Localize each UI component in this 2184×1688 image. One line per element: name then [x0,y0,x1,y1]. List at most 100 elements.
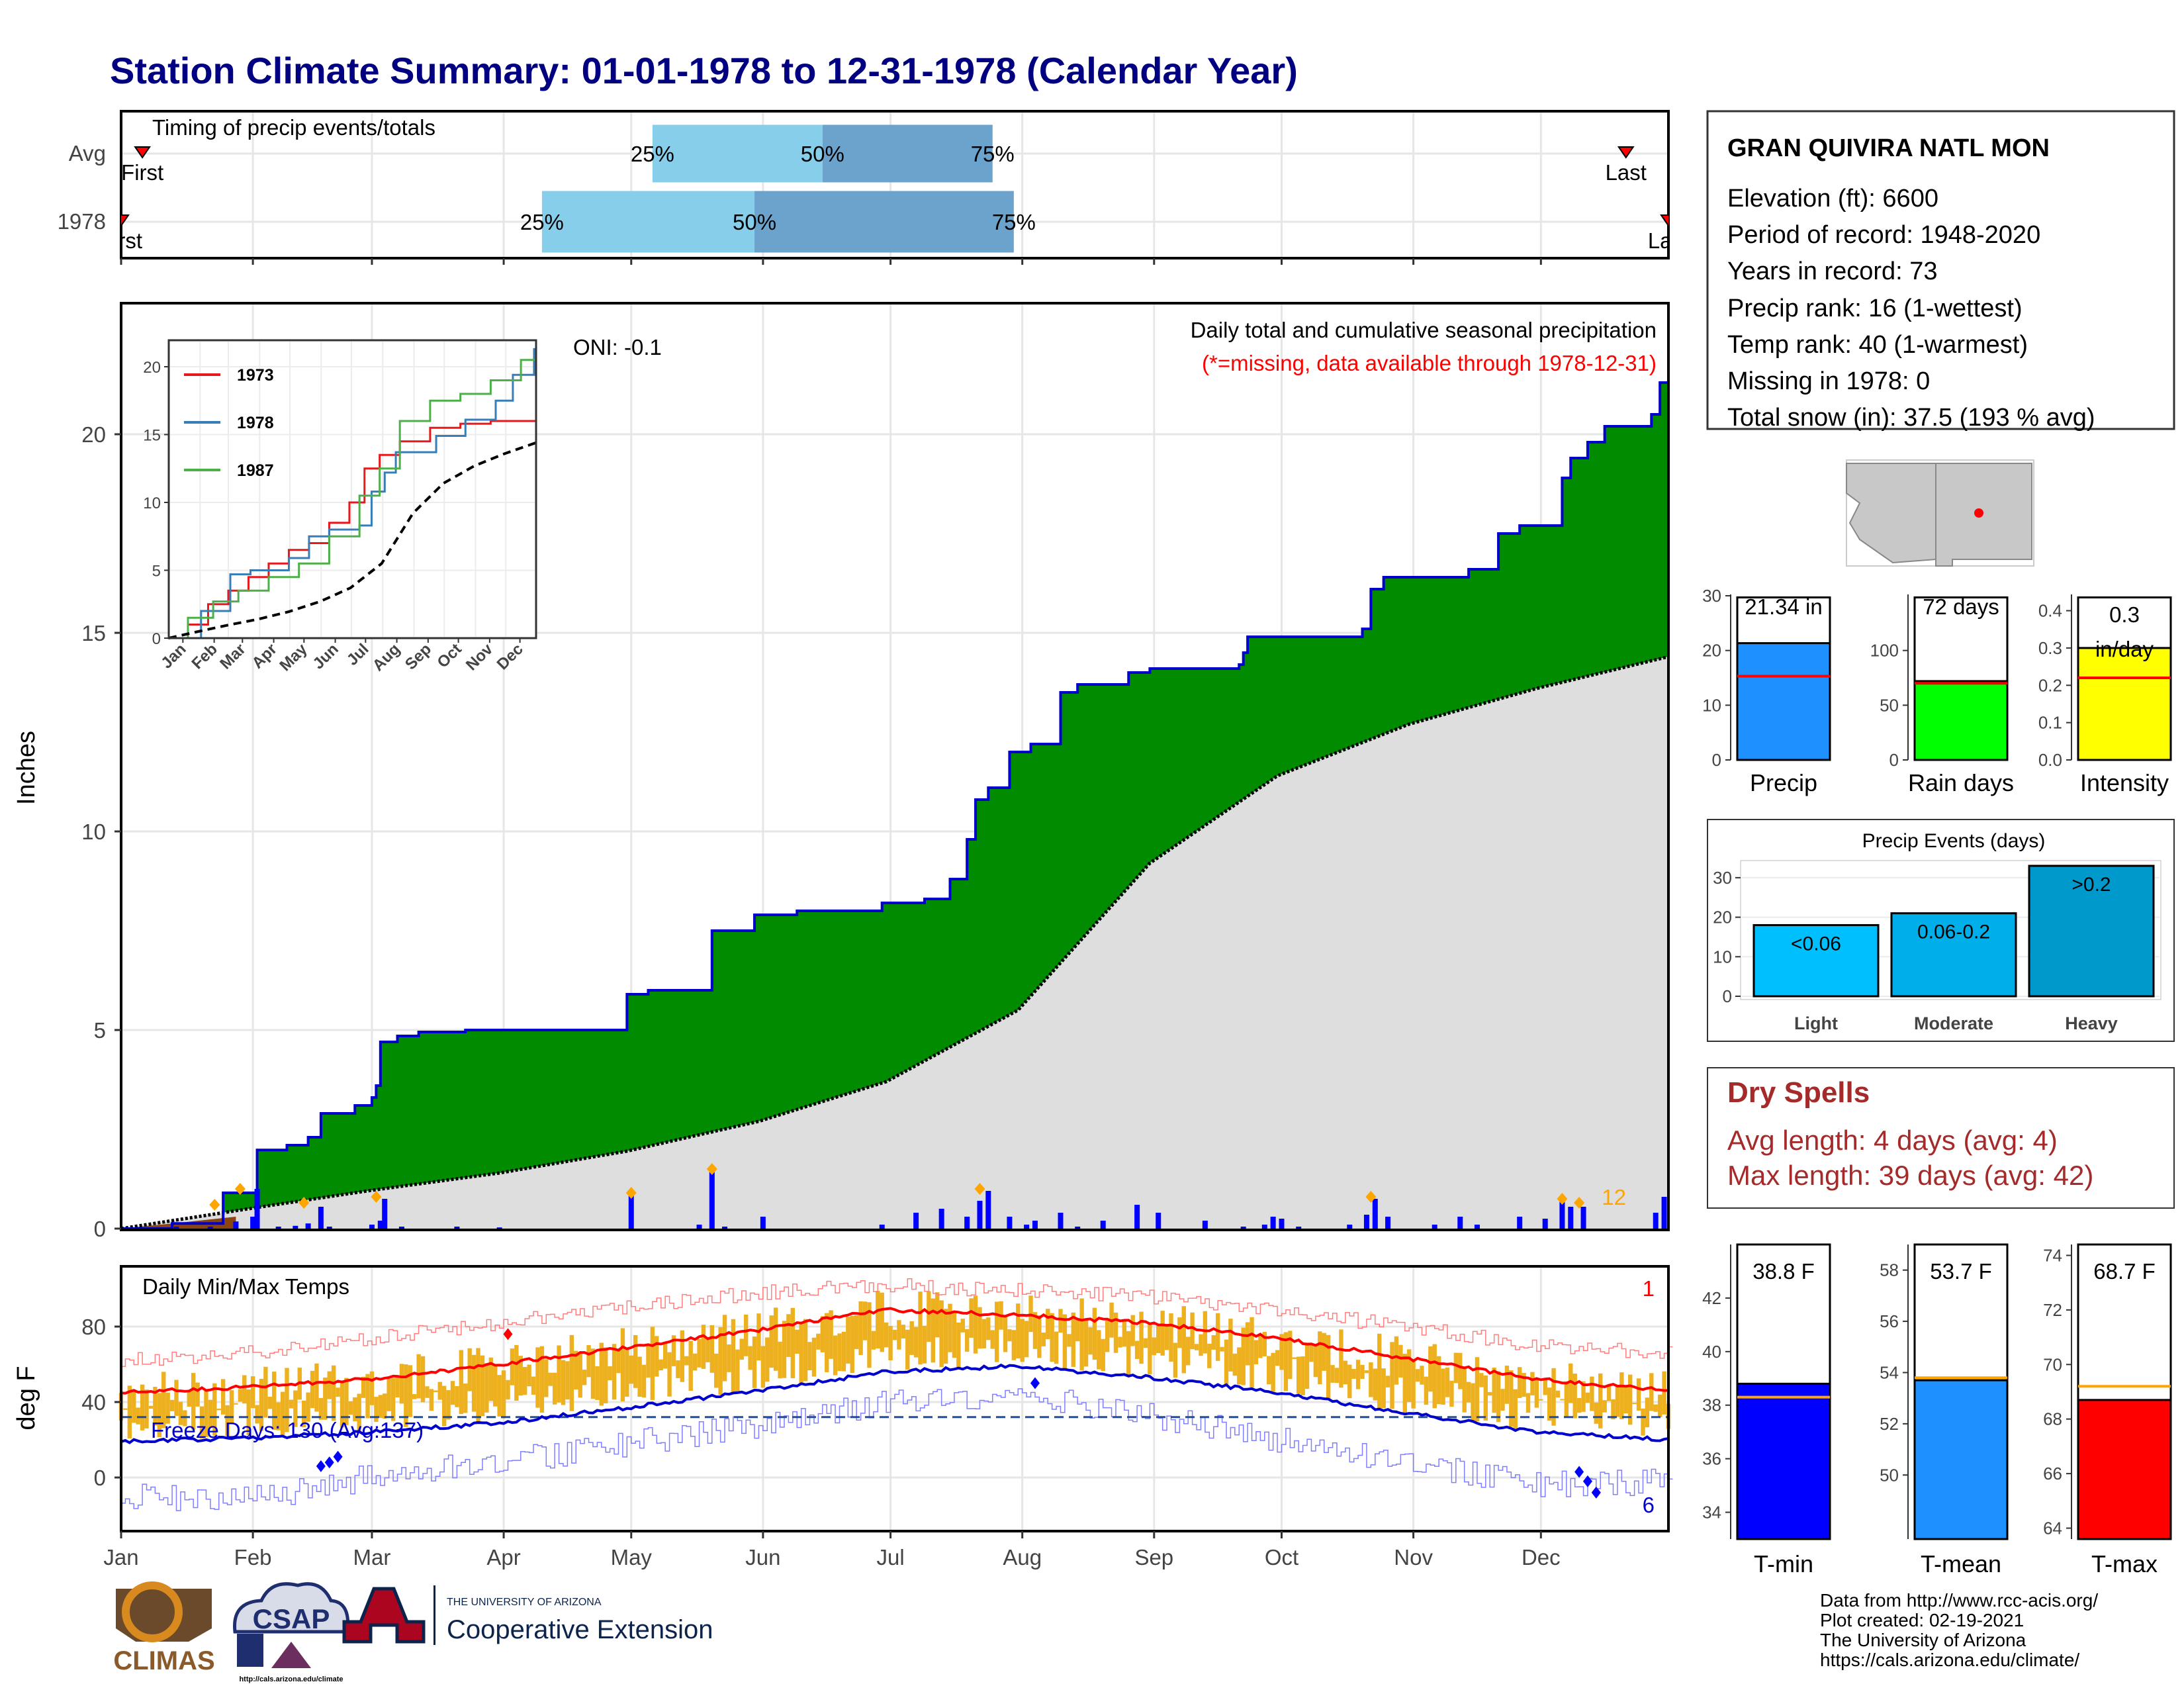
daily-temp-bar [909,1321,914,1355]
daily-temp-bar [1271,1352,1275,1392]
daily-temp-bar [527,1364,531,1387]
daily-temp-bar [361,1376,366,1398]
below-normal-fill [121,1217,236,1229]
daily-temp-bar [990,1330,995,1349]
daily-temp-bar [476,1348,480,1425]
inset-x-tick-label: Sep [402,640,435,673]
temp-summary-tick-label: 68 [2043,1409,2062,1429]
daily-temp-bar [327,1371,332,1399]
temp-summary-value-label: 38.8 F [1752,1259,1815,1284]
daily-temp-bar [136,1407,140,1425]
daily-temp-bar [1488,1391,1492,1396]
daily-temp-bar [1343,1360,1348,1385]
timing-label-p25: 25% [520,210,564,234]
daily-temp-bar [144,1389,149,1429]
first-event-label: First [121,160,163,185]
precip-y-tick-label: 15 [81,621,106,645]
summary-bar-category: Rain days [1908,769,2014,796]
daily-temp-bar [501,1370,506,1419]
timing-bar-q25-q50 [541,191,755,253]
precip-count-label: 12 [1602,1185,1626,1209]
daily-temp-bar [1619,1372,1624,1419]
daily-temp-bar [467,1348,472,1391]
daily-temp-bar [829,1310,833,1359]
daily-precip-bar [985,1191,991,1229]
precip-y-tick-label: 20 [81,422,106,447]
inset-x-tick-label: Feb [189,640,221,673]
daily-precip-bar [1270,1217,1276,1229]
daily-temp-bar [1322,1333,1326,1371]
oni-label: ONI: -0.1 [573,335,662,359]
record-min-marker [1591,1486,1601,1499]
daily-temp-bar [1377,1333,1382,1409]
station-snow: Total snow (in): 37.5 (193 % avg) [1727,404,2095,432]
daily-temp-bar [752,1336,757,1388]
daily-temp-bar [140,1384,145,1430]
daily-temp-bar [1436,1356,1441,1405]
timing-panel: Timing of precip events/totals Avg 1978 … [58,110,1670,259]
daily-temp-bar [1050,1313,1054,1362]
daily-temp-bar [204,1389,208,1438]
daily-temp-bar [310,1370,315,1409]
daily-temp-bar [692,1353,698,1371]
daily-temp-bar [1547,1387,1552,1421]
daily-temp-bar [1041,1333,1046,1346]
daily-temp-bar [463,1383,468,1413]
timing-bar-q25-q50 [652,124,823,183]
daily-temp-bar [1220,1346,1224,1352]
daily-temp-bar [272,1372,277,1430]
daily-temp-bar [1113,1312,1118,1353]
temp-summary-tick-label: 74 [2043,1245,2062,1265]
events-bar-label: >0.2 [2071,874,2111,896]
daily-temp-bar [858,1301,863,1355]
daily-temp-bar [429,1389,434,1411]
daily-temp-bar [1657,1394,1662,1417]
temp-y-axis: 0 40 80 [81,1315,121,1490]
daily-temp-bar [480,1355,485,1417]
daily-temp-bar [229,1390,234,1425]
daily-temp-bar [301,1400,306,1428]
summary-chart-precip: 0 10 20 30 21.34 in Precip [1702,586,1831,796]
daily-temp-bar [905,1329,910,1370]
temp-summary-category: T-max [2091,1550,2158,1577]
daily-temp-bar [1590,1376,1594,1411]
daily-temp-bar [557,1345,561,1403]
daily-temp-bar [412,1394,417,1399]
daily-temp-bar [1598,1373,1603,1429]
daily-temp-bar [488,1357,494,1401]
month-label: Jul [876,1545,904,1570]
daily-temp-bar [833,1335,838,1376]
summary-chart-intensity: 0.0 0.1 0.2 0.3 0.4 0.3 in/day Intensity [2038,594,2172,796]
daily-temp-bar [1555,1390,1561,1398]
daily-temp-bar [446,1390,451,1420]
daily-temp-bar [1037,1315,1042,1358]
daily-temp-bar [1627,1374,1633,1425]
daily-temp-bar [374,1397,379,1423]
daily-precip-bar [1372,1199,1378,1229]
daily-temp-bar [289,1399,294,1409]
daily-precip-bar [1457,1217,1463,1229]
daily-temp-bar [718,1327,723,1395]
events-tick-label: 20 [1713,908,1732,927]
daily-temp-bar [157,1393,162,1437]
daily-temp-bar [187,1391,191,1407]
month-label: Nov [1394,1545,1433,1570]
daily-temp-bar [1143,1338,1148,1348]
daily-precip-bar [275,1227,281,1229]
summary-bar-value-unit: in/day [2095,637,2154,661]
daily-temp-bar [242,1375,247,1404]
daily-temp-bar [837,1333,842,1372]
daily-temp-bar [595,1366,600,1400]
summary-tick-label: 20 [1702,641,1721,661]
daily-precip-bar [879,1225,885,1229]
daily-temp-bar [420,1356,426,1403]
daily-precip-bar [1134,1205,1140,1229]
daily-temp-bar [1101,1338,1105,1372]
daily-temp-bar [913,1327,919,1358]
daily-temp-bar [918,1291,923,1365]
daily-temp-bar [565,1361,570,1400]
daily-temp-bar [416,1354,421,1399]
daily-temp-bar [1067,1334,1071,1347]
daily-temp-bar [825,1313,829,1372]
daily-temp-bar [1615,1385,1620,1417]
